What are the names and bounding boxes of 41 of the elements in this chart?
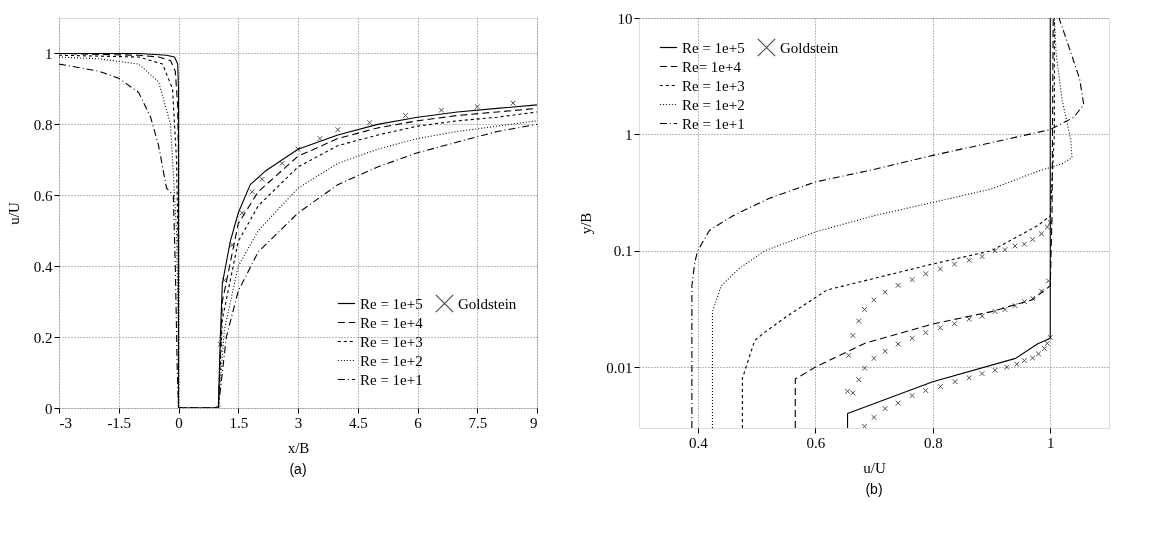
y-axis-title: u/U [5,202,22,225]
legend-label: Re= 1e+4 [682,58,742,75]
legend-label: Goldstein [780,39,839,56]
x-tick-label: -3 [59,414,72,431]
legend-label: Re = 1e+2 [682,96,745,113]
x-tick-label: 6 [414,414,423,431]
y-tick-label: 1 [625,126,633,143]
legend-label: Re = 1e+5 [682,39,745,56]
x-tick-label: 1 [1047,434,1055,451]
legend-label: Re = 1e+3 [682,77,745,94]
legend-label: Goldstein [458,295,517,312]
legend-label: Re = 1e+4 [360,314,424,331]
x-tick-label: 4.5 [348,414,368,431]
x-tick-label: 0.6 [806,434,826,451]
text: (b) [865,481,883,497]
y-tick-label: 0.2 [33,329,53,346]
legend-label: Re = 1e+2 [360,352,423,369]
x-tick-label: 0 [175,414,183,431]
legend-label: Re = 1e+1 [682,115,745,132]
x-tick-label: -1.5 [107,414,132,431]
y-tick-label: 10 [617,10,633,27]
text: (a) [289,461,307,477]
y-tick-label: 0 [45,400,53,417]
x-tick-label: 3 [294,414,303,431]
legend-label: Re = 1e+3 [360,333,423,350]
legend-label: Re = 1e+1 [360,371,423,388]
x-tick-label: 1.5 [229,414,249,431]
legend-label: Re = 1e+5 [360,295,423,312]
y-tick-label: 0.1 [613,243,633,260]
x-tick-label: 0.4 [688,434,709,451]
x-tick-label: 0.8 [923,434,943,451]
x-axis-title: u/U [863,459,886,476]
x-tick-label: 9 [530,414,538,431]
y-axis-title: y/B [578,212,595,235]
x-tick-label: 7.5 [468,414,488,431]
y-tick-label: 1 [45,45,53,62]
x-axis-title: x/B [287,439,310,456]
y-tick-label: 0.4 [33,258,53,275]
y-tick-label: 0.8 [33,116,53,133]
y-tick-label: 0.01 [606,359,633,376]
y-tick-label: 0.6 [33,187,53,204]
